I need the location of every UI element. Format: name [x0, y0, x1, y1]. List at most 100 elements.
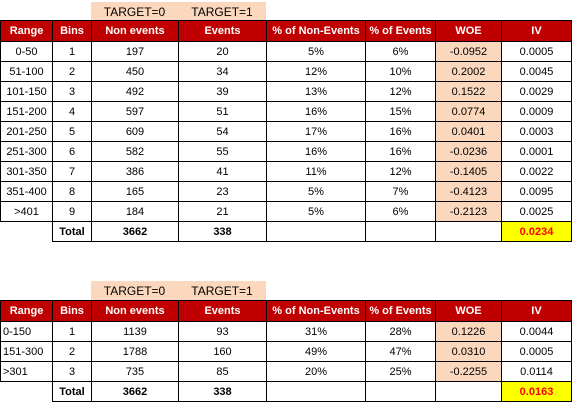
total-label: Total [52, 381, 92, 402]
pct-events-cell: 25% [365, 361, 436, 382]
table-row: >301 3 735 85 20% 25% -0.2255 0.0114 [0, 361, 572, 382]
pct-events-cell: 12% [365, 81, 436, 102]
non-events-cell: 197 [91, 41, 179, 62]
total-empty-cell [266, 381, 366, 402]
range-cell: >301 [0, 361, 53, 382]
pct-non-events-cell: 11% [266, 161, 366, 182]
table-row: 151-200 4 597 51 16% 15% 0.0774 0.0009 [0, 101, 572, 122]
pct-events-cell: 6% [365, 41, 436, 62]
non-events-cell: 165 [91, 181, 179, 202]
non-events-cell: 609 [91, 121, 179, 142]
target0-label-2: TARGET=0 [103, 283, 166, 298]
header-bins: Bins [52, 300, 92, 322]
events-cell: 54 [178, 121, 267, 142]
events-cell: 21 [178, 201, 267, 222]
header-events: Events [178, 300, 267, 322]
woe-cell: 0.1522 [435, 81, 502, 102]
woe-cell: -0.0236 [435, 141, 502, 162]
total-empty-cell [435, 221, 502, 242]
bin-cell: 3 [52, 81, 92, 102]
total-empty-cell [266, 221, 366, 242]
woe-cell: 0.0310 [435, 341, 502, 362]
iv-cell: 0.0022 [501, 161, 572, 182]
total-iv: 0.0163 [501, 381, 572, 402]
woe-cell: -0.2255 [435, 361, 502, 382]
total-empty-cell [365, 381, 436, 402]
total-row: Total 3662 338 0.0234 [0, 221, 572, 242]
pct-non-events-cell: 13% [266, 81, 366, 102]
table-row: 201-250 5 609 54 17% 16% 0.0401 0.0003 [0, 121, 572, 142]
header-row: Range Bins Non events Events % of Non-Ev… [0, 300, 572, 322]
header-pct-events: % of Events [365, 20, 436, 42]
iv-cell: 0.0025 [501, 201, 572, 222]
bin-cell: 8 [52, 181, 92, 202]
woe-cell: 0.1226 [435, 321, 502, 342]
total-iv: 0.0234 [501, 221, 572, 242]
target-header-row-2: TARGET=0 TARGET=1 [91, 281, 266, 300]
total-blank-cell [0, 221, 53, 242]
non-events-cell: 184 [91, 201, 179, 222]
events-cell: 85 [178, 361, 267, 382]
total-events: 338 [178, 381, 267, 402]
header-non-events: Non events [91, 20, 179, 42]
target1-label-2: TARGET=1 [191, 283, 253, 298]
pct-non-events-cell: 12% [266, 61, 366, 82]
bin-cell: 9 [52, 201, 92, 222]
iv-cell: 0.0005 [501, 41, 572, 62]
non-events-cell: 386 [91, 161, 179, 182]
pct-non-events-cell: 16% [266, 101, 366, 122]
header-row: Range Bins Non events Events % of Non-Ev… [0, 20, 572, 42]
table-row: 301-350 7 386 41 11% 12% -0.1405 0.0022 [0, 161, 572, 182]
range-cell: 101-150 [0, 81, 53, 102]
non-events-cell: 735 [91, 361, 179, 382]
events-cell: 51 [178, 101, 267, 122]
range-cell: 51-100 [0, 61, 53, 82]
pct-non-events-cell: 5% [266, 181, 366, 202]
header-non-events: Non events [91, 300, 179, 322]
events-cell: 20 [178, 41, 267, 62]
bin-cell: 1 [52, 41, 92, 62]
iv-cell: 0.0005 [501, 341, 572, 362]
iv-cell: 0.0044 [501, 321, 572, 342]
total-events: 338 [178, 221, 267, 242]
iv-cell: 0.0045 [501, 61, 572, 82]
iv-cell: 0.0114 [501, 361, 572, 382]
total-non-events: 3662 [91, 221, 179, 242]
woe-cell: -0.1405 [435, 161, 502, 182]
table-row: 351-400 8 165 23 5% 7% -0.4123 0.0095 [0, 181, 572, 202]
woe-cell: -0.0952 [435, 41, 502, 62]
range-cell: 0-50 [0, 41, 53, 62]
pct-events-cell: 15% [365, 101, 436, 122]
non-events-cell: 1139 [91, 321, 179, 342]
events-cell: 160 [178, 341, 267, 362]
target1-label-1: TARGET=1 [191, 4, 253, 19]
header-iv: IV [501, 20, 572, 42]
woe-cell: 0.0774 [435, 101, 502, 122]
header-range: Range [0, 300, 53, 322]
header-woe: WOE [435, 300, 502, 322]
events-cell: 55 [178, 141, 267, 162]
total-empty-cell [435, 381, 502, 402]
iv-cell: 0.0029 [501, 81, 572, 102]
total-blank-cell [0, 381, 53, 402]
events-cell: 39 [178, 81, 267, 102]
header-iv: IV [501, 300, 572, 322]
table-row: 151-300 2 1788 160 49% 47% 0.0310 0.0005 [0, 341, 572, 362]
non-events-cell: 582 [91, 141, 179, 162]
range-cell: 0-150 [0, 321, 53, 342]
range-cell: 351-400 [0, 181, 53, 202]
pct-non-events-cell: 17% [266, 121, 366, 142]
non-events-cell: 492 [91, 81, 179, 102]
woe-iv-table-2: Range Bins Non events Events % of Non-Ev… [0, 300, 572, 402]
total-row: Total 3662 338 0.0163 [0, 381, 572, 402]
table-row: >401 9 184 21 5% 6% -0.2123 0.0025 [0, 201, 572, 222]
table-row: 101-150 3 492 39 13% 12% 0.1522 0.0029 [0, 81, 572, 102]
pct-events-cell: 6% [365, 201, 436, 222]
bin-cell: 2 [52, 61, 92, 82]
bin-cell: 3 [52, 361, 92, 382]
pct-events-cell: 16% [365, 141, 436, 162]
total-empty-cell [365, 221, 436, 242]
woe-iv-table-1: Range Bins Non events Events % of Non-Ev… [0, 20, 572, 242]
non-events-cell: 450 [91, 61, 179, 82]
header-pct-events: % of Events [365, 300, 436, 322]
